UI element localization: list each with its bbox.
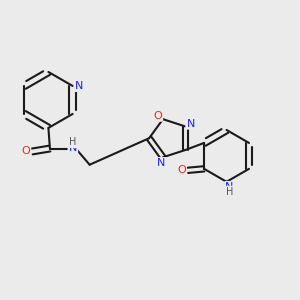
Text: H: H <box>226 187 233 197</box>
Text: O: O <box>21 146 30 157</box>
Text: O: O <box>153 111 162 121</box>
Text: N: N <box>75 81 83 91</box>
Text: N: N <box>186 118 195 128</box>
Text: H: H <box>69 137 76 147</box>
Text: N: N <box>69 143 77 153</box>
Text: N: N <box>157 158 166 168</box>
Text: O: O <box>177 165 186 175</box>
Text: N: N <box>225 182 234 192</box>
